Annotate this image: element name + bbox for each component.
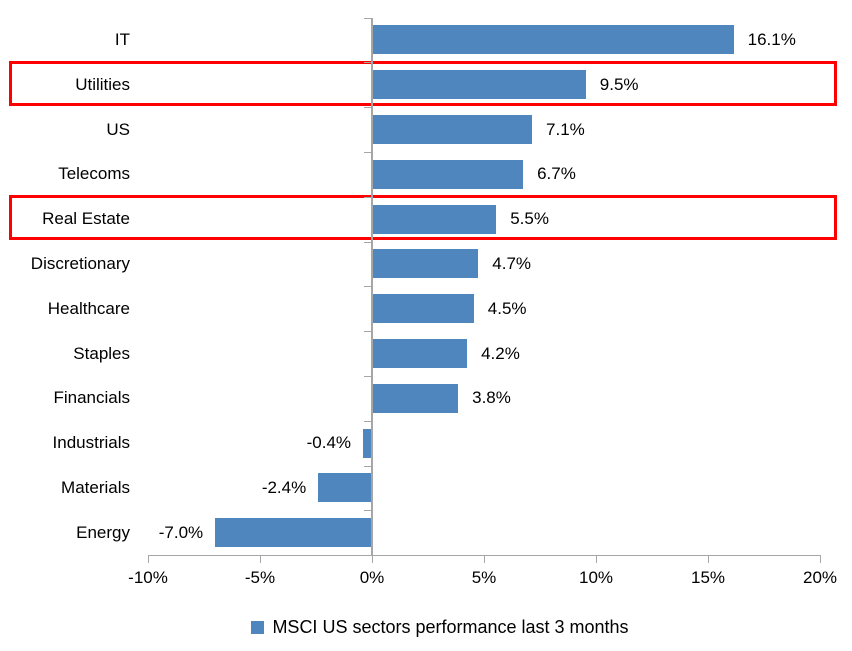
category-axis-tick — [364, 465, 371, 467]
value-axis-tick-label: 0% — [359, 568, 385, 587]
value-label-discretionary: 4.7% — [492, 253, 532, 273]
bar-us — [373, 115, 533, 144]
value-axis-tick — [260, 555, 261, 563]
bar-discretionary — [373, 249, 479, 279]
value-label-us: 7.1% — [546, 119, 585, 139]
category-axis-tick — [364, 107, 371, 109]
bar-financials — [373, 383, 459, 413]
value-label-financials: 3.8% — [472, 388, 511, 408]
category-label-it: IT — [114, 29, 130, 49]
legend-marker-icon — [251, 620, 265, 634]
category-axis-tick — [364, 375, 371, 377]
bar-energy — [215, 518, 372, 548]
category-label-energy: Energy — [76, 522, 130, 542]
bar-materials — [318, 473, 372, 503]
value-label-healthcare: 4.5% — [487, 298, 527, 318]
bar-telecoms — [373, 159, 524, 189]
value-axis-tick — [148, 555, 149, 563]
highlight-box-utilities — [9, 60, 837, 106]
bar-healthcare — [373, 294, 474, 324]
category-axis-tick — [364, 62, 371, 64]
value-axis-tick-label: 20% — [802, 568, 838, 587]
value-axis-tick-label: -10% — [128, 568, 168, 587]
category-label-healthcare: Healthcare — [47, 298, 130, 318]
category-axis-tick — [364, 241, 371, 243]
category-axis-tick — [364, 17, 371, 19]
category-axis-line — [371, 17, 373, 555]
legend-label: MSCI US sectors performance last 3 month… — [272, 616, 629, 637]
bar-staples — [373, 339, 468, 368]
category-axis-tick — [364, 331, 371, 333]
value-axis-tick — [596, 555, 597, 563]
value-label-staples: 4.2% — [481, 343, 520, 363]
value-label-real-estate: 5.5% — [510, 209, 549, 229]
category-label-financials: Financials — [53, 388, 130, 408]
category-axis-tick — [364, 510, 371, 512]
category-label-industrials: Industrials — [52, 433, 130, 453]
category-label-staples: Staples — [73, 343, 130, 363]
category-axis-tick — [364, 286, 371, 288]
value-label-materials: -2.4% — [261, 477, 307, 497]
value-axis-tick-label: 15% — [690, 568, 726, 587]
highlight-box-real-estate — [9, 195, 837, 241]
value-label-energy: -7.0% — [158, 522, 204, 542]
value-label-utilities: 9.5% — [599, 74, 639, 94]
value-axis-tick — [372, 555, 373, 563]
bar-it — [373, 25, 734, 55]
value-axis-tick-label: -5% — [244, 568, 276, 587]
category-label-utilities: Utilities — [75, 74, 130, 94]
category-label-discretionary: Discretionary — [30, 253, 130, 273]
value-label-industrials: -0.4% — [306, 433, 352, 453]
bar-real-estate — [373, 204, 497, 234]
category-label-real-estate: Real Estate — [42, 209, 130, 229]
category-axis-tick — [364, 151, 371, 153]
value-axis-tick — [820, 555, 821, 563]
value-axis-tick — [484, 555, 485, 563]
value-label-it: 16.1% — [747, 29, 796, 49]
category-axis-tick — [364, 196, 371, 198]
value-label-telecoms: 6.7% — [537, 164, 576, 184]
category-label-us: US — [106, 119, 130, 139]
value-axis-tick-label: 10% — [578, 568, 614, 587]
category-axis-tick — [364, 420, 371, 422]
category-label-telecoms: Telecoms — [58, 164, 130, 184]
category-label-materials: Materials — [61, 477, 130, 497]
value-axis-tick — [708, 555, 709, 563]
bar-utilities — [373, 70, 586, 100]
value-axis-tick-label: 5% — [471, 568, 497, 587]
legend: MSCI US sectors performance last 3 month… — [14, 612, 852, 642]
bar-industrials — [363, 428, 372, 458]
